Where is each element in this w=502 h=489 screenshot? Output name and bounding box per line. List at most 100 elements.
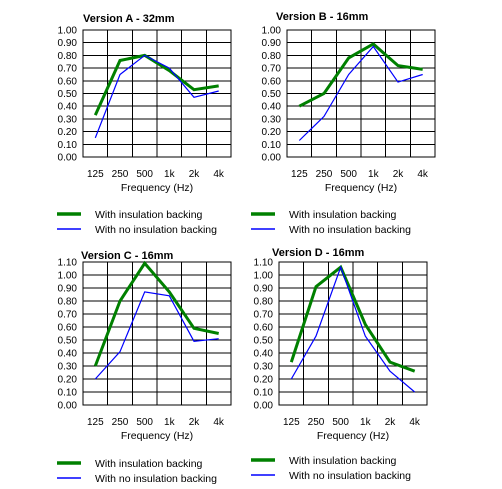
x-tick-label: 4k: [417, 169, 429, 180]
y-tick-label: 0.50: [254, 336, 274, 347]
y-tick-label: 0.20: [262, 127, 282, 138]
legend-label: With no insulation backing: [289, 470, 411, 482]
y-tick-label: 0.90: [262, 38, 282, 49]
y-tick-label: 0.20: [58, 375, 78, 386]
y-tick-label: 0.60: [58, 76, 78, 87]
x-tick-label: 4k: [213, 169, 225, 180]
y-tick-label: 0.60: [58, 323, 78, 334]
y-tick-label: 0.40: [58, 102, 78, 113]
chart-panel: Version A - 32mm 0.00 0.10 0.20 0.300.40 0.50…: [57, 13, 232, 236]
legend-label: With insulation backing: [95, 458, 203, 470]
y-tick-label: 0.80: [58, 51, 78, 62]
plot-frame: [82, 261, 232, 406]
x-tick-label: 500: [332, 417, 349, 428]
chart-title: Version C - 16mm: [81, 250, 174, 262]
legend-label: With insulation backing: [95, 209, 203, 221]
y-tick-label: 0.20: [58, 127, 78, 138]
x-tick-label: 1k: [360, 417, 372, 428]
x-tick-label: 2k: [189, 417, 201, 428]
y-tick-label: 0.60: [254, 323, 274, 334]
y-tick-label: 1.10: [254, 258, 274, 269]
chart-panel: Version C - 16mm 0.00 0.10 0.20 0.30 0.40 0.50…: [57, 250, 232, 485]
y-tick-label: 0.30: [58, 114, 78, 125]
chart-title: Version A - 32mm: [83, 13, 175, 25]
y-tick-label: 0.30: [254, 362, 274, 373]
y-tick-label: 0.90: [254, 284, 274, 295]
x-tick-label: 1k: [164, 417, 176, 428]
x-tick-label: 125: [87, 169, 104, 180]
y-tick-label: 0.10: [254, 388, 274, 399]
y-tick-label: 1.00: [262, 26, 282, 37]
y-tick-label: 0.00: [58, 401, 78, 412]
plot-frame: [278, 261, 428, 406]
y-tick-label: 0.10: [58, 140, 78, 151]
legend-label: With insulation backing: [289, 455, 397, 467]
x-tick-label: 250: [308, 417, 325, 428]
series-line-no-insulation: [290, 265, 416, 393]
x-tick-label: 500: [136, 169, 153, 180]
y-tick-label: 0.60: [262, 76, 282, 87]
y-tick-label: 0.10: [58, 388, 78, 399]
y-tick-label: 0.20: [254, 375, 274, 386]
series-line-no-insulation: [94, 54, 219, 139]
x-tick-label: 250: [112, 417, 129, 428]
x-tick-label: 125: [283, 417, 300, 428]
x-tick-label: 1k: [164, 169, 176, 180]
x-axis-label: Frequency (Hz): [317, 430, 389, 442]
x-tick-label: 125: [87, 417, 104, 428]
legend-label: With no insulation backing: [95, 473, 217, 485]
plot-frame: [286, 29, 436, 158]
x-tick-label: 250: [316, 169, 333, 180]
y-tick-label: 0.80: [254, 297, 274, 308]
y-tick-label: 0.70: [254, 310, 274, 321]
x-tick-label: 2k: [385, 417, 397, 428]
y-tick-label: 0.50: [262, 89, 282, 100]
y-tick-label: 0.40: [262, 102, 282, 113]
legend-label: With no insulation backing: [289, 224, 411, 236]
y-tick-label: 0.00: [58, 153, 78, 164]
series-line-no-insulation: [94, 291, 219, 380]
y-tick-label: 0.70: [262, 64, 282, 75]
y-tick-label: 0.30: [262, 114, 282, 125]
plot-frame: [82, 29, 232, 158]
y-tick-label: 1.00: [58, 271, 78, 282]
legend-label: With insulation backing: [289, 209, 397, 221]
chart-title: Version D - 16mm: [272, 247, 365, 259]
y-tick-label: 0.50: [58, 336, 78, 347]
y-tick-label: 0.70: [58, 310, 78, 321]
y-tick-label: 1.10: [58, 258, 78, 269]
y-tick-label: 0.00: [262, 153, 282, 164]
chart-panel: Version B - 16mm 0.00 0.10 0.20 0.300.40 0.50…: [251, 11, 436, 236]
x-tick-label: 500: [340, 169, 357, 180]
x-tick-label: 500: [136, 417, 153, 428]
series-line-with-insulation: [93, 260, 220, 367]
x-tick-label: 250: [112, 169, 129, 180]
series-line-with-insulation: [289, 264, 416, 373]
y-tick-label: 1.00: [58, 26, 78, 37]
y-tick-label: 0.00: [254, 401, 274, 412]
y-tick-label: 0.50: [58, 89, 78, 100]
series-line-no-insulation: [298, 45, 423, 141]
chart-title: Version B - 16mm: [276, 11, 369, 23]
y-tick-label: 0.10: [262, 140, 282, 151]
y-tick-label: 0.30: [58, 362, 78, 373]
y-tick-label: 0.40: [254, 349, 274, 360]
y-tick-label: 0.80: [262, 51, 282, 62]
series-line-with-insulation: [93, 53, 219, 116]
x-tick-label: 4k: [213, 417, 225, 428]
x-axis-label: Frequency (Hz): [121, 182, 193, 194]
x-axis-label: Frequency (Hz): [121, 430, 193, 442]
chart-panel: Version D - 16mm 0.00 0.10 0.20 0.30 0.40 0.50…: [251, 247, 428, 482]
x-tick-label: 1k: [368, 169, 380, 180]
x-tick-label: 4k: [409, 417, 421, 428]
y-tick-label: 0.40: [58, 349, 78, 360]
y-tick-label: 0.80: [58, 297, 78, 308]
y-tick-label: 0.90: [58, 284, 78, 295]
y-tick-label: 0.70: [58, 64, 78, 75]
x-axis-label: Frequency (Hz): [325, 182, 397, 194]
x-tick-label: 2k: [189, 169, 201, 180]
x-tick-label: 125: [291, 169, 308, 180]
y-tick-label: 1.00: [254, 271, 274, 282]
legend-label: With no insulation backing: [95, 224, 217, 236]
